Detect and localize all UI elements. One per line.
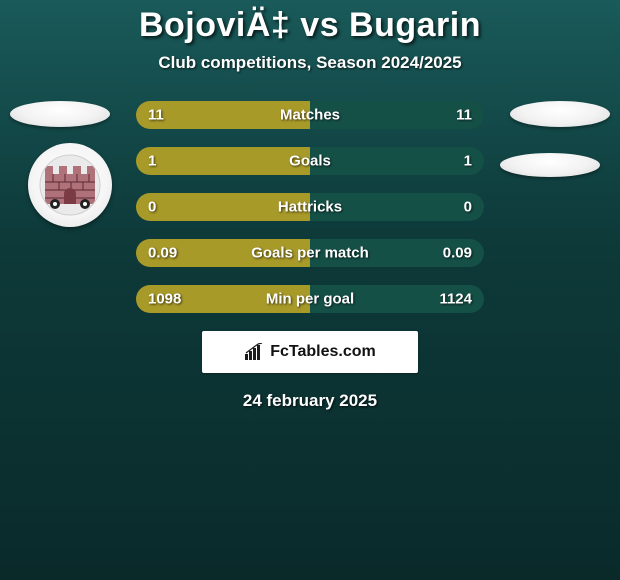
- stats-bars: 1111Matches11Goals00Hattricks0.090.09Goa…: [136, 101, 484, 313]
- stat-row: 0.09 0.09 Goals per match: [136, 239, 484, 267]
- stat-value-right: 1124: [439, 291, 472, 308]
- player-right-ellipse-1: [510, 101, 610, 127]
- brand-text: FcTables.com: [270, 343, 376, 361]
- stat-label: Goals: [289, 153, 331, 170]
- stat-label: Min per goal: [266, 291, 354, 308]
- stat-bar-right: [310, 147, 484, 175]
- club-badge-icon: [39, 154, 101, 216]
- stat-row: 11 11 Matches: [136, 101, 484, 129]
- stat-label: Goals per match: [251, 245, 369, 262]
- page-title: BojoviÄ‡ vs Bugarin: [0, 6, 620, 45]
- bar-chart-icon: [244, 343, 264, 361]
- stat-value-left: 1098: [148, 291, 181, 308]
- stat-row: 0 0 Hattricks: [136, 193, 484, 221]
- footer-date: 24 february 2025: [0, 391, 620, 411]
- stat-label: Hattricks: [278, 199, 342, 216]
- page-subtitle: Club competitions, Season 2024/2025: [0, 53, 620, 73]
- stage: 1111Matches11Goals00Hattricks0.090.09Goa…: [0, 101, 620, 411]
- brand-box[interactable]: FcTables.com: [202, 331, 418, 373]
- stat-value-left: 0: [148, 199, 156, 216]
- stat-value-right: 11: [456, 107, 472, 124]
- stat-value-right: 0.09: [443, 245, 472, 262]
- stat-row: 1098 1124 Min per goal: [136, 285, 484, 313]
- stat-value-left: 11: [148, 107, 164, 124]
- club-badge: [28, 143, 112, 227]
- stat-label: Matches: [280, 107, 340, 124]
- stat-value-right: 0: [464, 199, 472, 216]
- content: BojoviÄ‡ vs Bugarin Club competitions, S…: [0, 0, 620, 411]
- player-right-ellipse-2: [500, 153, 600, 177]
- stat-value-left: 0.09: [148, 245, 177, 262]
- stat-bar-left: [136, 147, 310, 175]
- stat-row: 1 1 Goals: [136, 147, 484, 175]
- stat-value-right: 1: [464, 153, 472, 170]
- stat-value-left: 1: [148, 153, 156, 170]
- player-left-ellipse: [10, 101, 110, 127]
